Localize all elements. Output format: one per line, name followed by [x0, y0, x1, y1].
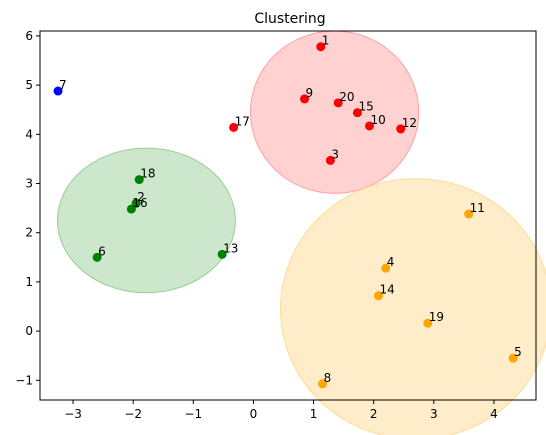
x-tick-label: 1 [310, 407, 318, 421]
x-tick-label: 4 [490, 407, 498, 421]
y-axis: −1 0 1 2 3 4 5 6 [15, 29, 40, 387]
data-point-label: 18 [140, 167, 155, 181]
data-point [373, 291, 383, 301]
x-axis: −3 −2 −1 0 1 2 3 4 [64, 400, 498, 421]
data-point [423, 318, 433, 328]
chart-title: Clustering [254, 11, 325, 27]
y-tick-label: 6 [25, 29, 33, 43]
x-tick-label: 2 [370, 407, 378, 421]
data-point-label: 8 [324, 371, 332, 385]
data-point [396, 124, 406, 134]
data-point [92, 252, 102, 262]
x-tick-label: −1 [184, 407, 202, 421]
data-point-label: 9 [306, 86, 314, 100]
data-point-label: 19 [429, 310, 444, 324]
data-point [229, 122, 239, 132]
data-point-label: 2 [137, 190, 145, 204]
data-point-label: 20 [339, 90, 354, 104]
data-point-label: 11 [470, 201, 485, 215]
data-point [217, 249, 227, 259]
data-point [352, 108, 362, 118]
cluster-ellipse [280, 178, 546, 435]
data-point-label: 13 [223, 241, 238, 255]
y-tick-label: −1 [15, 373, 33, 387]
x-tick-label: −2 [124, 407, 142, 421]
data-point-label: 12 [402, 116, 417, 130]
data-point [364, 121, 374, 131]
y-tick-label: 1 [25, 275, 33, 289]
data-point-label: 1 [322, 34, 330, 48]
data-point [333, 98, 343, 108]
data-point [134, 175, 144, 185]
data-point-label: 14 [379, 283, 394, 297]
data-point [316, 42, 326, 52]
data-point [53, 86, 63, 96]
plot-frame [39, 30, 537, 401]
data-point [318, 379, 328, 389]
data-point [508, 353, 518, 363]
y-tick-label: 2 [25, 226, 33, 240]
data-points [53, 42, 518, 389]
data-point-label: 4 [387, 255, 395, 269]
data-point [325, 155, 335, 165]
data-point-label: 6 [98, 244, 106, 258]
y-tick-label: 5 [25, 78, 33, 92]
y-tick-label: 4 [25, 127, 33, 141]
data-point-label: 15 [358, 100, 373, 114]
data-point [381, 263, 391, 273]
data-point-label: 16 [132, 196, 147, 210]
cluster-ellipses [56, 30, 546, 435]
y-tick-label: 3 [25, 177, 33, 191]
x-tick-label: 0 [250, 407, 258, 421]
data-point-label: 3 [331, 147, 339, 161]
data-point [300, 94, 310, 104]
data-point-label: 17 [235, 114, 250, 128]
data-point [464, 209, 474, 219]
x-tick-label: −3 [64, 407, 82, 421]
cluster-ellipse [249, 30, 420, 194]
y-tick-label: 0 [25, 324, 33, 338]
data-point-label: 5 [514, 345, 522, 359]
cluster-ellipse [56, 147, 236, 294]
data-point-label: 10 [370, 113, 385, 127]
data-point-label: 7 [59, 78, 67, 92]
data-point [126, 204, 136, 214]
x-tick-label: 3 [430, 407, 438, 421]
